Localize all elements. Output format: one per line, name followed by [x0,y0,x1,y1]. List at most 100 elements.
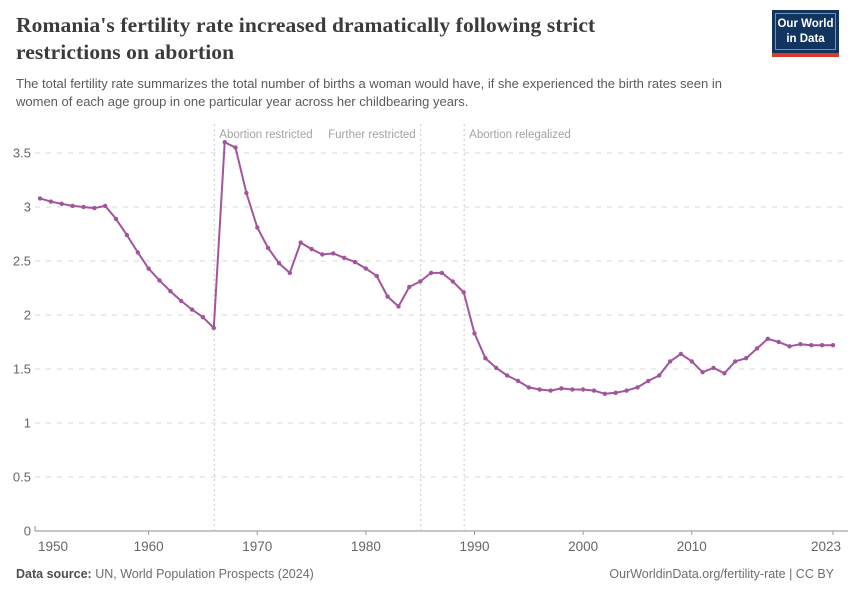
chart-subtitle: The total fertility rate summarizes the … [16,75,722,110]
data-point[interactable] [157,278,162,283]
data-point[interactable] [765,336,770,341]
data-point[interactable] [819,343,825,348]
data-point[interactable] [743,356,749,361]
data-point[interactable] [733,359,738,364]
x-axis-tick-label: 1950 [38,539,68,554]
data-point[interactable] [396,304,401,309]
owid-logo[interactable]: Our World in Data [772,10,839,57]
data-point[interactable] [667,359,673,364]
data-point[interactable] [113,216,119,222]
data-point[interactable] [515,378,521,384]
data-point[interactable] [787,344,792,349]
data-source-note: Data source: UN, World Population Prospe… [16,567,314,581]
data-point[interactable] [776,339,781,345]
data-point[interactable] [646,378,651,384]
data-point[interactable] [570,387,575,392]
data-point[interactable] [70,203,75,209]
data-point[interactable] [222,140,227,145]
data-point[interactable] [450,279,455,284]
chart-title: Romania's fertility rate increased drama… [16,13,596,65]
x-axis-tick-label: 1970 [242,539,272,554]
data-point[interactable] [92,205,97,211]
annotation-label: Abortion relegalized [469,129,571,141]
data-point[interactable] [548,388,553,393]
chart-footer: Data source: UN, World Population Prospe… [16,567,834,581]
data-point[interactable] [59,201,64,206]
data-point[interactable] [244,190,249,196]
data-point[interactable] [352,259,358,265]
data-point[interactable] [81,204,86,210]
data-point[interactable] [320,252,325,257]
y-axis-tick-label: 1.5 [13,362,31,377]
citation-link[interactable]: OurWorldinData.org/fertility-rate | CC B… [609,567,834,581]
chart-line[interactable] [39,141,834,395]
data-point[interactable] [276,261,282,266]
y-axis-tick-label: 2 [24,308,31,323]
data-point[interactable] [809,343,814,348]
data-point[interactable] [830,343,836,348]
y-axis-tick-label: 1 [24,416,31,431]
data-point[interactable] [135,250,140,255]
data-point[interactable] [48,199,54,204]
data-point[interactable] [331,251,336,256]
data-point[interactable] [700,370,705,375]
data-point[interactable] [580,387,586,392]
data-point[interactable] [374,273,379,279]
data-point[interactable] [722,371,727,376]
y-axis-tick-label: 0 [24,524,31,539]
x-axis-tick-label: 2000 [568,539,598,554]
data-point[interactable] [559,386,564,391]
data-point[interactable] [233,145,238,150]
data-point[interactable] [689,359,694,364]
data-point[interactable] [428,270,434,276]
data-point[interactable] [418,279,423,284]
data-source-text: UN, World Population Prospects (2024) [91,567,314,581]
data-point[interactable] [591,388,597,393]
owid-logo-text-line1: Our World [777,18,834,30]
data-point[interactable] [624,388,629,393]
data-point[interactable] [678,351,684,357]
data-point[interactable] [363,266,369,271]
data-point[interactable] [504,373,510,378]
data-source-label: Data source: [16,567,92,581]
data-point[interactable] [537,387,542,392]
data-point[interactable] [407,284,412,290]
data-point[interactable] [602,391,608,396]
data-point[interactable] [255,225,260,230]
data-point[interactable] [754,346,760,351]
data-point[interactable] [287,270,292,276]
data-point[interactable] [265,245,271,251]
data-point[interactable] [472,331,477,336]
data-point[interactable] [635,385,640,390]
data-point[interactable] [613,390,618,395]
data-point[interactable] [179,298,184,304]
data-point[interactable] [124,232,130,238]
data-point[interactable] [200,315,206,320]
data-point[interactable] [146,266,151,271]
data-point[interactable] [168,289,173,294]
data-point[interactable] [798,342,803,347]
data-point[interactable] [37,196,43,201]
data-point[interactable] [385,294,390,299]
data-point[interactable] [494,365,499,371]
y-axis-tick-label: 2.5 [13,254,31,269]
data-point[interactable] [298,240,303,245]
data-point[interactable] [711,365,716,371]
x-axis-tick-label: 2010 [677,539,707,554]
data-point[interactable] [657,373,662,378]
data-point[interactable] [439,270,445,276]
annotation-label: Abortion restricted [219,129,312,141]
data-point[interactable] [526,385,531,390]
data-point[interactable] [483,356,488,361]
data-point[interactable] [211,325,216,331]
y-axis-tick-label: 3.5 [13,146,31,161]
data-point[interactable] [342,255,347,260]
owid-logo-text-line2: in Data [786,32,825,45]
data-point[interactable] [103,203,108,209]
data-point[interactable] [309,246,314,252]
x-axis-tick-label: 1980 [351,539,381,554]
data-point[interactable] [189,307,195,312]
data-point[interactable] [461,290,466,295]
